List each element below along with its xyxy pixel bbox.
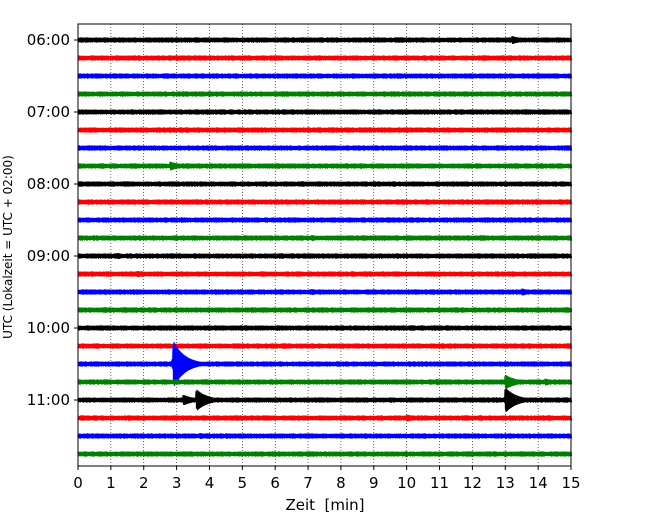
y-tick-label-1: 07:00	[27, 103, 70, 121]
y-tick-label-3: 09:00	[27, 247, 70, 265]
x-tick-label-11: 11	[430, 474, 449, 492]
x-tick-label-14: 14	[529, 474, 548, 492]
x-tick-label-2: 2	[139, 474, 149, 492]
trace-0600	[77, 35, 573, 45]
trace-1115	[77, 414, 573, 422]
trace-1000	[77, 325, 573, 331]
x-tick-label-6: 6	[270, 474, 280, 492]
trace-0730	[77, 145, 573, 151]
trace-0930	[77, 288, 573, 296]
x-tick-label-15: 15	[561, 474, 580, 492]
trace-0830	[77, 217, 573, 223]
trace-0700	[77, 109, 573, 115]
y-tick-label-4: 10:00	[27, 319, 70, 337]
trace-0630	[77, 73, 573, 79]
seismogram-traces	[77, 35, 573, 457]
trace-0815	[77, 199, 573, 205]
trace-1130	[77, 432, 573, 440]
trace-1045	[77, 375, 573, 389]
trace-1145	[77, 451, 573, 457]
x-tick-label-10: 10	[397, 474, 416, 492]
x-tick-label-5: 5	[238, 474, 248, 492]
x-tick-label-7: 7	[303, 474, 313, 492]
x-tick-label-9: 9	[369, 474, 379, 492]
x-tick-label-0: 0	[73, 474, 83, 492]
x-axis-label: Zeit [min]	[285, 496, 364, 514]
plot-frame	[77, 23, 572, 467]
x-tick-label-8: 8	[336, 474, 346, 492]
trace-0615	[77, 55, 573, 61]
y-tick-label-0: 06:00	[27, 31, 70, 49]
x-tick-label-13: 13	[496, 474, 515, 492]
trace-0915	[77, 271, 573, 277]
trace-0745	[77, 161, 573, 171]
trace-1030	[77, 341, 573, 387]
trace-0945	[77, 307, 573, 313]
y-tick-label-2: 08:00	[27, 175, 70, 193]
trace-0845	[77, 234, 573, 242]
x-axis: 0 1 2 3 4 5 6 7 8 9 10 11 12 13 14 15	[73, 466, 581, 492]
x-tick-label-3: 3	[172, 474, 182, 492]
trace-0800	[77, 181, 573, 187]
x-tick-label-4: 4	[205, 474, 215, 492]
x-tick-label-12: 12	[463, 474, 482, 492]
trace-0900	[77, 252, 573, 260]
trace-0715	[77, 127, 573, 133]
x-tick-label-1: 1	[106, 474, 116, 492]
y-axis-label: UTC (Lokalzeit = UTC + 02:00)	[1, 155, 15, 339]
trace-1100	[77, 388, 573, 412]
y-tick-label-5: 11:00	[27, 391, 70, 409]
trace-1015	[77, 343, 573, 349]
trace-0645	[77, 91, 573, 97]
y-axis: 06:00 07:00 08:00 09:00 10:00 11:00	[27, 31, 78, 409]
